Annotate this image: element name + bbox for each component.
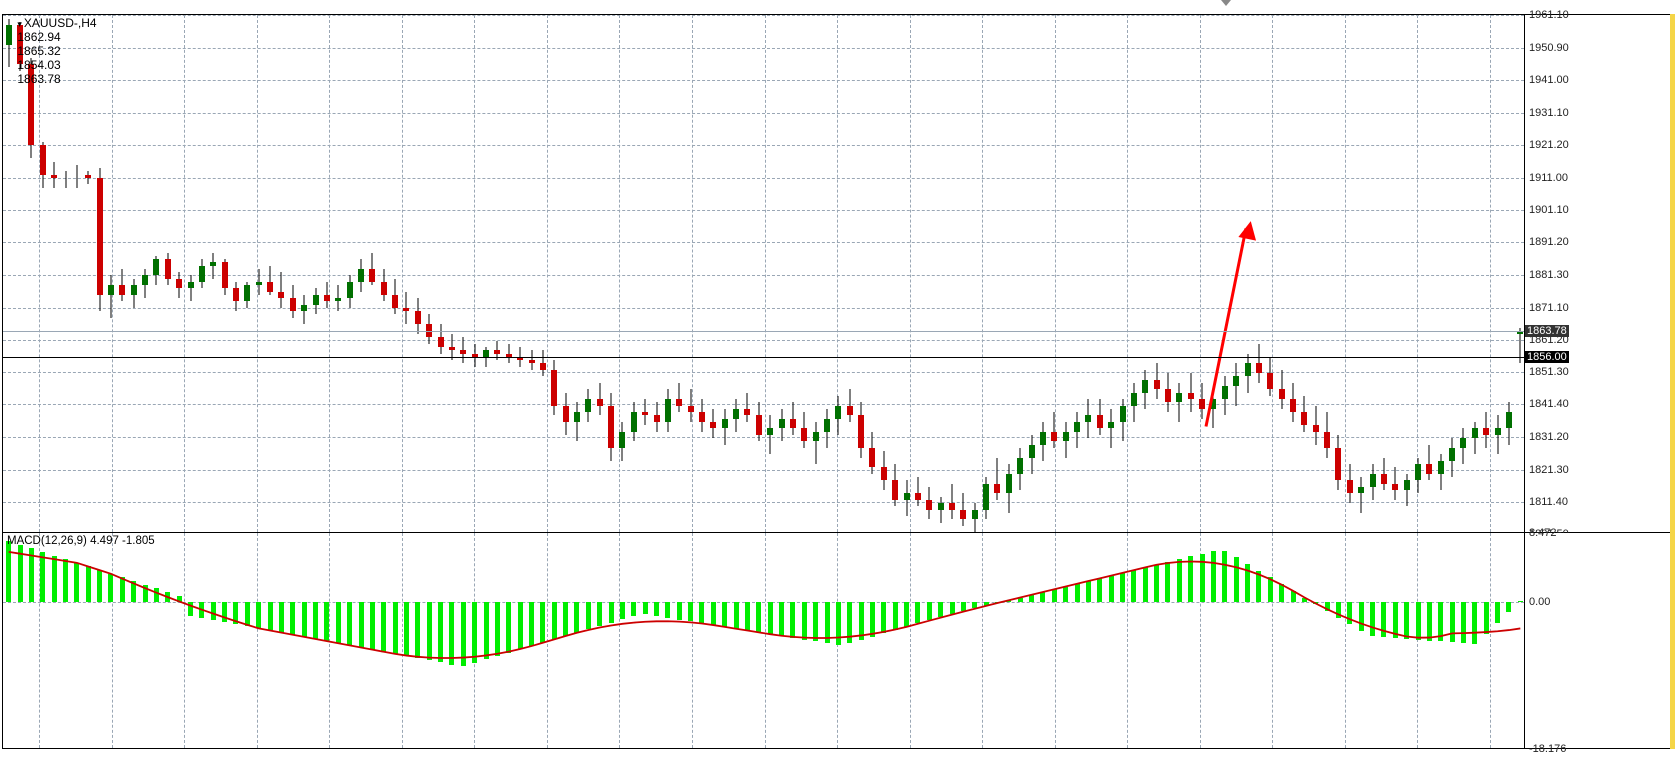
trading-chart-window: ▾ XAUUSD-,H4 1862.94 1865.32 1854.03 1863… [0, 0, 1675, 764]
vertical-gridline [402, 15, 403, 532]
price-axis-label: 1831.20 [1529, 431, 1569, 443]
price-axis-label: 1950.90 [1529, 42, 1569, 54]
ohlc-title-bar: ▾ XAUUSD-,H4 1862.94 1865.32 1854.03 1863… [4, 2, 97, 100]
price-axis-label: 1851.30 [1529, 366, 1569, 378]
price-axis-label: 1811.40 [1529, 496, 1568, 508]
dropdown-triangle-icon[interactable]: ▾ [17, 19, 22, 30]
right-edge-scroll-bar[interactable] [1670, 14, 1675, 749]
horizontal-gridline [3, 242, 1524, 243]
horizontal-gridline [3, 145, 1524, 146]
vertical-gridline [765, 15, 766, 532]
horizontal-gridline [3, 308, 1524, 309]
vertical-gridline [1055, 15, 1056, 532]
horizontal-gridline [3, 470, 1524, 471]
horizontal-gridline [3, 48, 1524, 49]
vertical-gridline [1417, 15, 1418, 532]
horizontal-gridline [3, 372, 1524, 373]
price-axis[interactable]: 1961.10 1950.90 1941.00 1931.10 1921.20 1911.… [1525, 14, 1675, 533]
horizontal-gridline [3, 502, 1524, 503]
horizontal-gridline [3, 80, 1524, 81]
price-axis-label: 1871.10 [1529, 302, 1569, 314]
macd-indicator-label: MACD(12,26,9) 4.497 -1.805 [7, 535, 155, 547]
horizontal-gridline [3, 178, 1524, 179]
price-axis-label: 1941.00 [1529, 74, 1569, 86]
ohlc-close-value: 1863.78 [17, 72, 60, 86]
vertical-gridline [982, 15, 983, 532]
vertical-gridline [112, 15, 113, 532]
scroll-position-indicator[interactable] [1221, 0, 1231, 6]
vertical-gridline [1345, 15, 1346, 532]
macd-signal-line-svg [3, 533, 1524, 748]
horizontal-gridline [3, 275, 1524, 276]
current-ask-price-label[interactable]: 1863.78 [1525, 325, 1569, 337]
symbol-timeframe-label: XAUUSD-,H4 [24, 16, 97, 30]
ask-price-line [3, 331, 1524, 332]
ohlc-low-value: 1854.03 [17, 58, 60, 72]
vertical-gridline [329, 15, 330, 532]
price-axis-label: 1911.00 [1529, 172, 1568, 184]
vertical-gridline [1127, 15, 1128, 532]
vertical-gridline [837, 15, 838, 532]
price-axis-label: 1901.10 [1529, 204, 1569, 216]
horizontal-gridline [3, 210, 1524, 211]
price-axis-label: 1841.40 [1529, 398, 1569, 410]
current-bid-price-label[interactable]: 1856.00 [1525, 351, 1569, 363]
macd-axis-label: -18.176 [1529, 743, 1566, 755]
macd-panel[interactable]: MACD(12,26,9) 4.497 -1.805 [2, 533, 1525, 749]
vertical-gridline [910, 15, 911, 532]
current-price-reference-line [3, 357, 1524, 358]
horizontal-gridline [3, 437, 1524, 438]
vertical-gridline [184, 15, 185, 532]
vertical-gridline [474, 15, 475, 532]
price-axis-label: 1881.30 [1529, 269, 1569, 281]
macd-axis-label: 8.472 [1529, 527, 1557, 539]
horizontal-gridline [3, 113, 1524, 114]
vertical-gridline [1490, 15, 1491, 532]
trend-arrow-head [1239, 219, 1260, 240]
vertical-gridline [619, 15, 620, 532]
horizontal-gridline [3, 15, 1524, 16]
vertical-gridline [1272, 15, 1273, 532]
macd-axis-label: 0.00 [1529, 596, 1550, 608]
price-axis-label: 1891.20 [1529, 236, 1569, 248]
price-axis-label: 1921.20 [1529, 139, 1569, 151]
price-axis-label: 1931.10 [1529, 107, 1569, 119]
ohlc-high-value: 1865.32 [17, 44, 60, 58]
candlestick-panel[interactable]: 2 Feb 20233 Feb 20236 Feb 16:008 Feb 00:… [2, 14, 1525, 533]
price-axis-label: 1961.10 [1529, 9, 1569, 21]
vertical-gridline [547, 15, 548, 532]
price-axis-label: 1821.30 [1529, 464, 1569, 476]
macd-axis[interactable]: 8.472 0.00 -18.176 [1525, 533, 1675, 749]
vertical-gridline [692, 15, 693, 532]
ohlc-open-value: 1862.94 [17, 30, 60, 44]
vertical-gridline [1200, 15, 1201, 532]
horizontal-gridline [3, 340, 1524, 341]
